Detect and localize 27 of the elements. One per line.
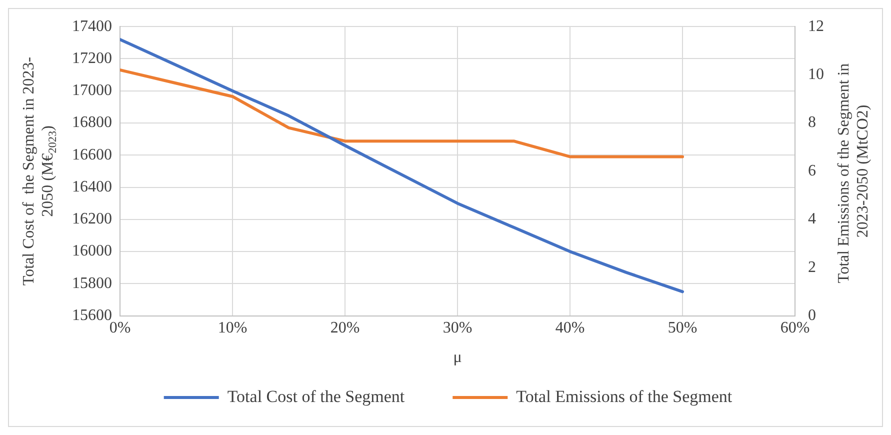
y-tick-label: 15800 [72, 274, 112, 292]
x-tick-label: 50% [668, 320, 698, 337]
legend-label: Total Cost of the Segment [227, 386, 405, 406]
y2-tick-label: 6 [808, 162, 816, 180]
y2-tick-label: 2 [808, 258, 816, 276]
y2-tick-label: 8 [808, 114, 816, 132]
y-tick-label: 16600 [72, 146, 112, 164]
y-tick-label: 16800 [72, 114, 112, 132]
x-tick-label: 40% [555, 320, 585, 337]
y2-tick-label: 10 [808, 66, 824, 84]
x-tick-label: 20% [330, 320, 360, 337]
x-tick-label: 30% [442, 320, 472, 337]
y-tick-label: 15600 [72, 307, 112, 324]
x-tick-label: 0% [109, 320, 131, 337]
y2-tick-label: 12 [808, 18, 824, 35]
y-tick-label: 16400 [72, 178, 112, 196]
legend-label: Total Emissions of the Segment [516, 386, 732, 406]
y-tick-label: 17400 [72, 18, 112, 35]
y-tick-label: 16000 [72, 242, 112, 260]
y2-tick-label: 0 [808, 307, 816, 324]
y-tick-label: 17000 [72, 82, 112, 100]
x-tick-label: 60% [780, 320, 810, 337]
y-tick-label: 16200 [72, 210, 112, 228]
y2-tick-label: 4 [808, 210, 816, 228]
y-tick-label: 17200 [72, 50, 112, 67]
x-tick-label: 10% [218, 320, 248, 337]
x-axis-title: μ [453, 349, 462, 366]
